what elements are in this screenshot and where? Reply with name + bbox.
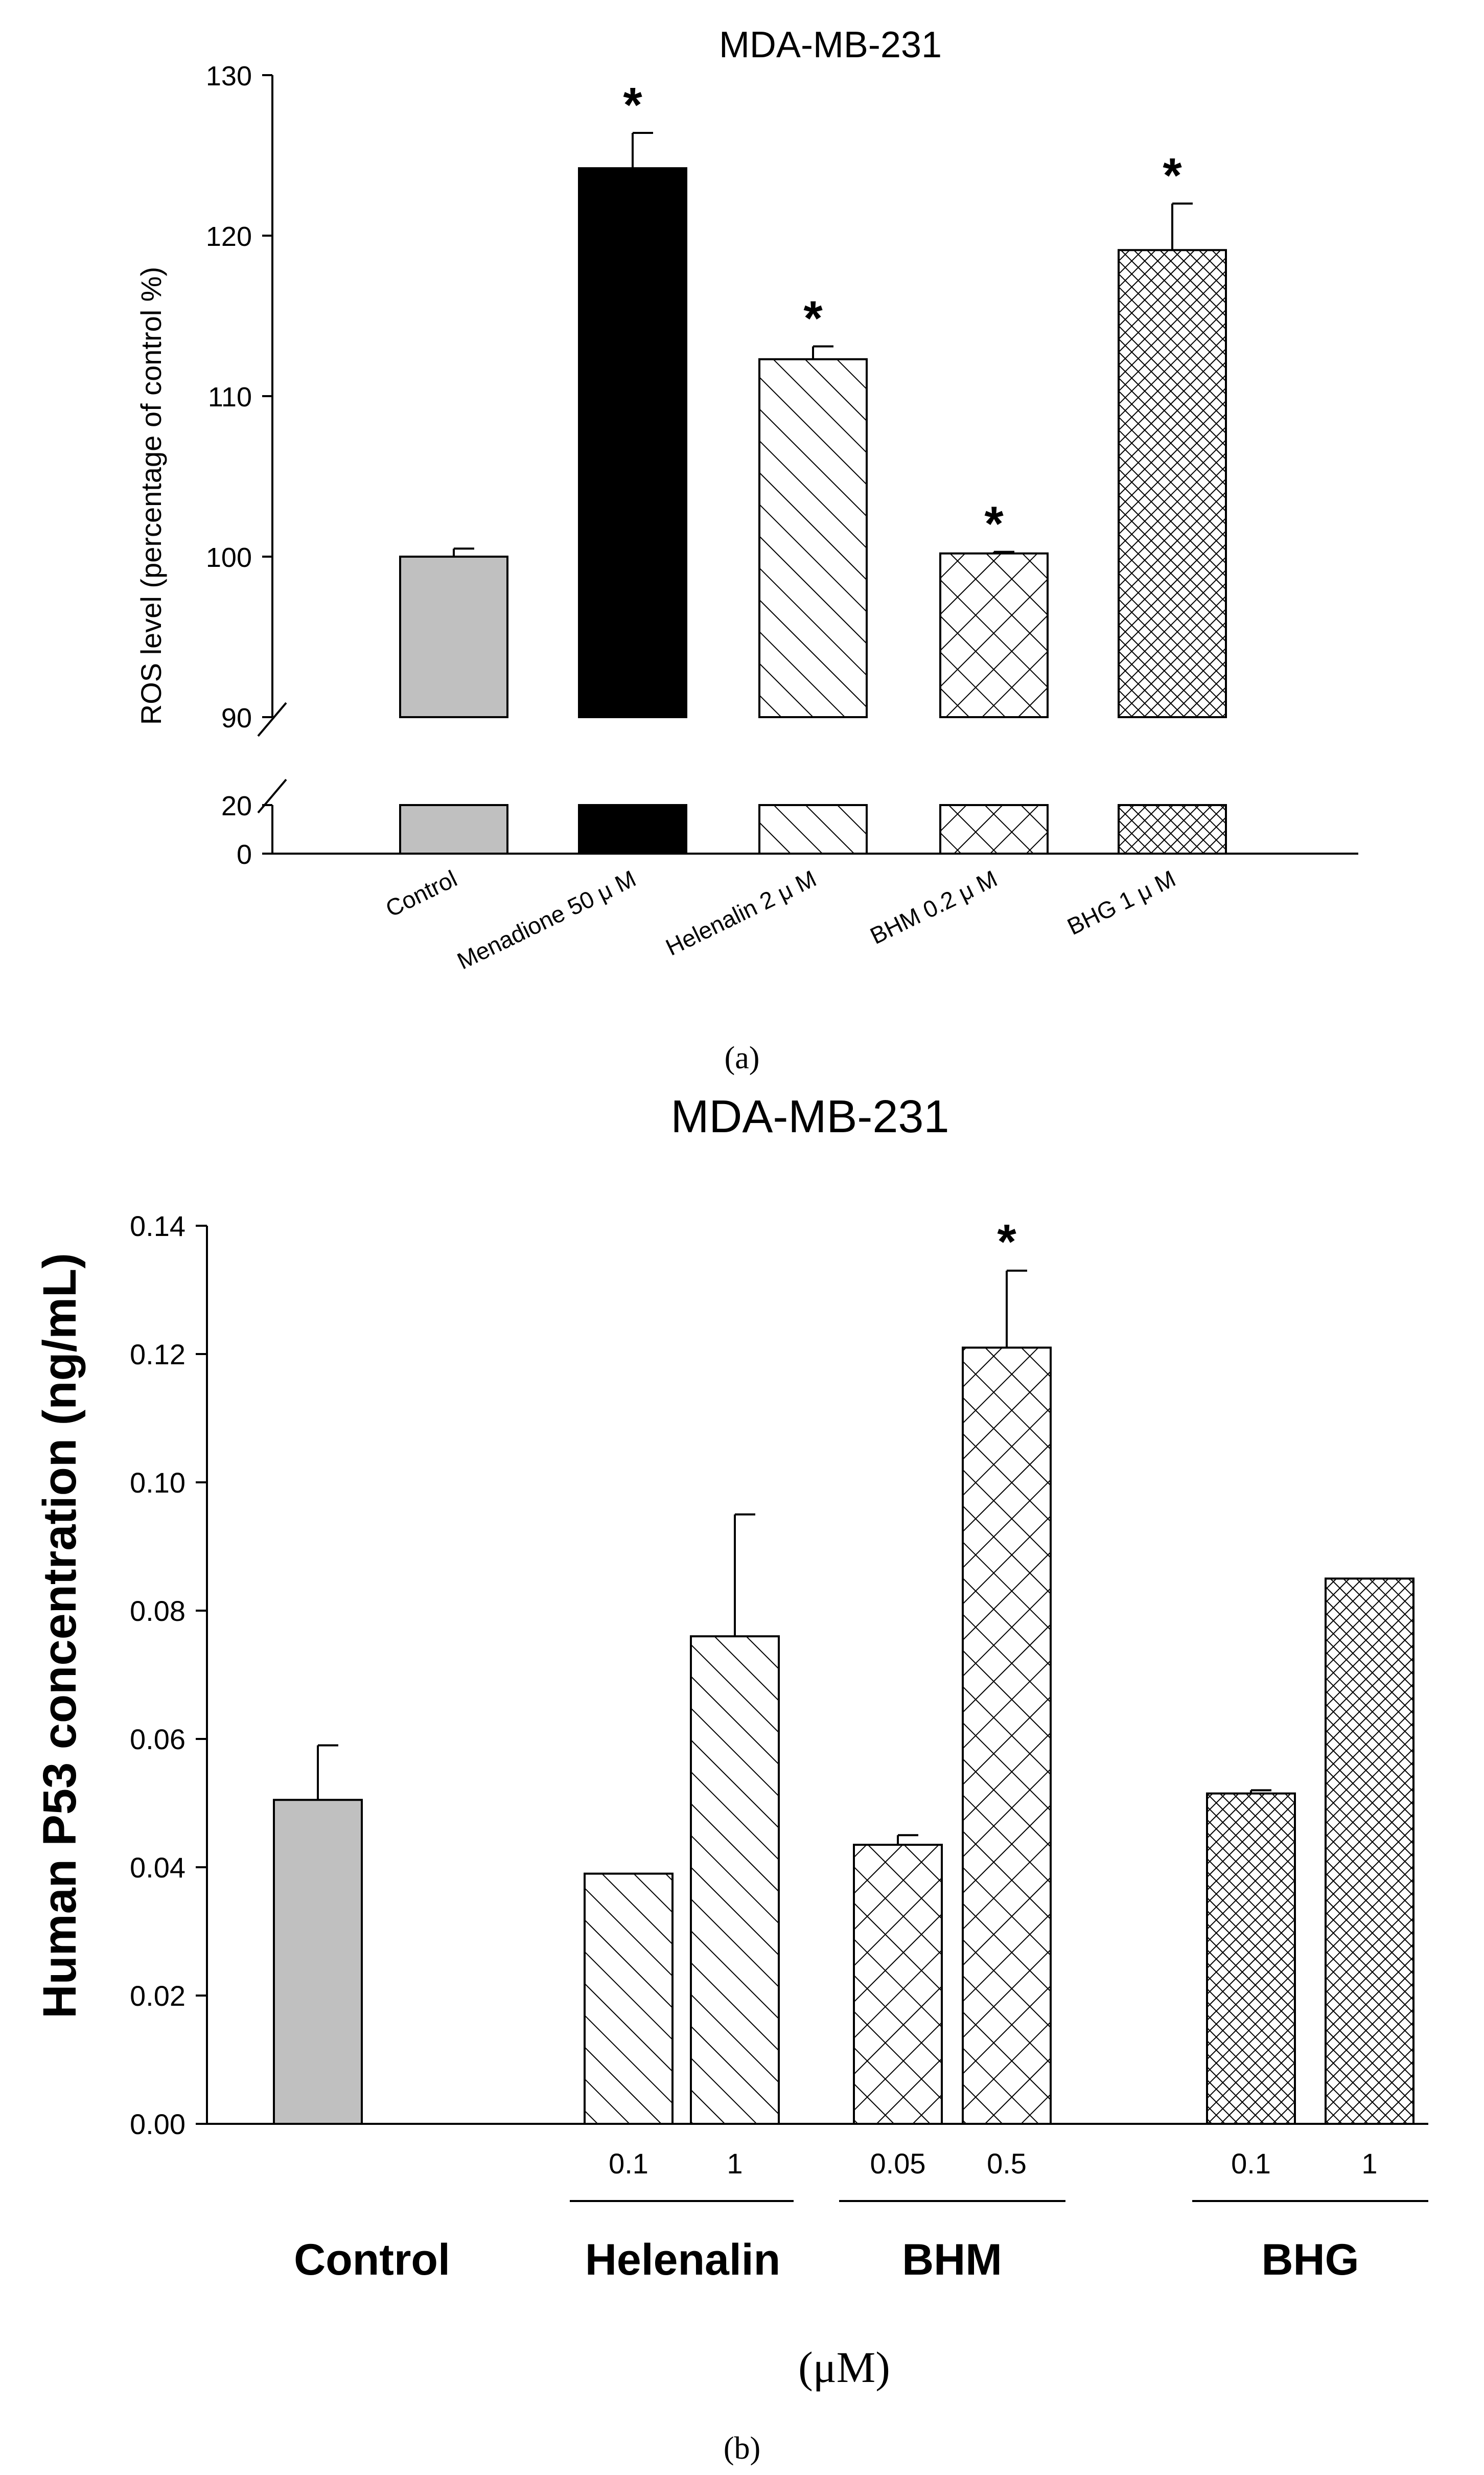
bar: [939, 552, 1049, 718]
y-tick-label: 100: [206, 542, 252, 573]
bar-lower-segment: [578, 804, 687, 855]
bar: [690, 1635, 780, 2125]
y-tick-label: 0: [237, 839, 252, 870]
bar-lower-segment: [758, 804, 868, 855]
bar: [1206, 1792, 1296, 2125]
group-label: Control: [294, 2235, 450, 2284]
dose-label: 0.05: [870, 2147, 926, 2180]
panel-b-caption: (b): [724, 2431, 760, 2466]
chart-a-bars: * * * *: [399, 78, 1227, 855]
y-tick-label: 0.14: [130, 1210, 186, 1242]
axis-break-mark: [257, 778, 287, 814]
dose-label: 0.5: [987, 2147, 1027, 2180]
x-tick-label: BHM 0.2 μ M: [866, 865, 1002, 949]
bar-lower-segment: [939, 804, 1049, 855]
bar: [584, 1872, 674, 2125]
bar: [1118, 249, 1227, 718]
x-tick-label: Menadione 50 μ M: [453, 865, 640, 974]
chart-b-bars: *: [273, 1214, 1415, 2125]
chart-panel-a: MDA-MB-231 ROS level (percentage of cont…: [135, 25, 1358, 1075]
dose-label: 1: [727, 2147, 743, 2180]
y-tick-label: 0.02: [130, 1980, 186, 2012]
x-tick-label: Helenalin 2 μ M: [661, 865, 820, 960]
x-tick-label: BHG 1 μ M: [1063, 865, 1179, 940]
dose-label: 1: [1361, 2147, 1377, 2180]
dose-label: 0.1: [609, 2147, 648, 2180]
significance-star: *: [984, 497, 1004, 552]
bar: [962, 1346, 1052, 2125]
bar: [273, 1799, 363, 2125]
panel-a-caption: (a): [725, 1041, 760, 1075]
significance-star: *: [997, 1214, 1016, 1269]
bar: [399, 556, 508, 718]
significance-star: *: [1163, 148, 1182, 203]
bar: [1325, 1577, 1415, 2125]
x-tick-label: Control: [381, 865, 461, 922]
axis-break-mark: [257, 702, 287, 737]
bar: [578, 167, 687, 718]
y-tick-label: 0.10: [130, 1466, 186, 1499]
chart-b-ylabel: Human P53 concentration (ng/mL): [34, 1253, 86, 2019]
chart-panel-b: MDA-MB-231 Human P53 concentration (ng/m…: [34, 1091, 1428, 2466]
chart-b-title: MDA-MB-231: [670, 1091, 949, 1142]
y-tick-label: 130: [206, 61, 252, 91]
group-label: Helenalin: [585, 2235, 780, 2284]
chart-b-xlabel: (μM): [798, 2343, 890, 2392]
chart-a-title: MDA-MB-231: [719, 25, 942, 65]
y-tick-label: 90: [221, 703, 252, 734]
group-label: BHG: [1261, 2235, 1359, 2284]
y-tick-label: 0.00: [130, 2108, 186, 2140]
chart-b-x-labels: Control 0.1 1 Helenalin 0.05 0.5 BHM 0.1 1 BHG: [294, 2147, 1428, 2284]
significance-star: *: [803, 291, 823, 346]
y-tick-label: 0.06: [130, 1723, 186, 1755]
chart-a-ylabel: ROS level (percentage of control %): [135, 267, 167, 725]
y-tick-label: 110: [208, 382, 252, 413]
y-tick-label: 0.12: [130, 1338, 186, 1370]
significance-star: *: [623, 78, 642, 132]
y-tick-label: 0.04: [130, 1851, 186, 1884]
y-tick-label: 0.08: [130, 1595, 186, 1627]
y-tick-label: 20: [221, 791, 252, 821]
group-label: BHM: [902, 2235, 1002, 2284]
dose-label: 0.1: [1231, 2147, 1271, 2180]
bar: [853, 1844, 943, 2125]
bar-lower-segment: [399, 804, 508, 855]
y-tick-label: 120: [206, 221, 252, 252]
bar-lower-segment: [1118, 804, 1227, 855]
bar: [758, 358, 868, 718]
